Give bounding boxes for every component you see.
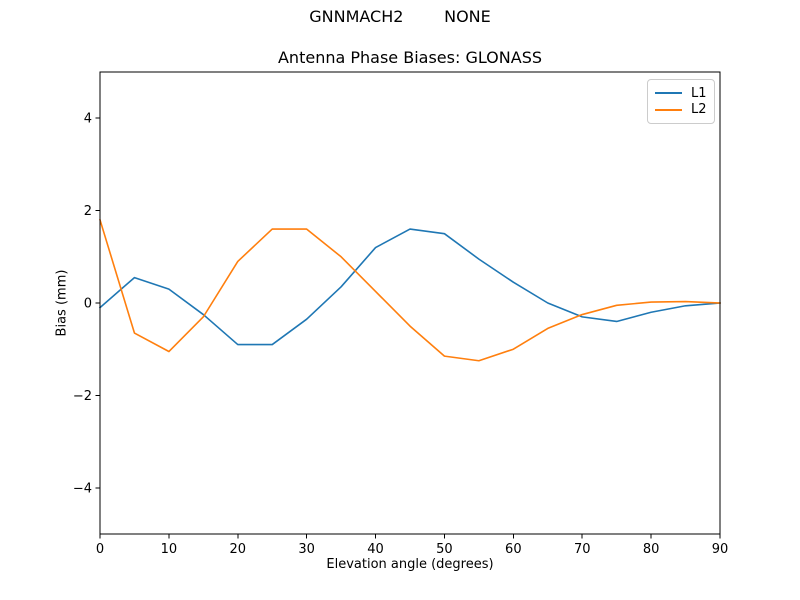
legend-item-l1: L1 [655,85,707,101]
legend: L1 L2 [647,79,715,124]
y-tick-label: −4 [73,481,92,496]
x-tick-label: 20 [230,542,247,557]
y-tick-label: 0 [84,297,92,312]
x-tick-label: 60 [505,542,522,557]
series-line-l1 [98,228,721,346]
legend-label-l1: L1 [691,85,707,101]
figure-suptitle: GNNMACH2 NONE [309,7,491,26]
x-tick-label: 10 [161,542,178,557]
x-tick-label: 50 [436,542,453,557]
l2-line-swatch [655,108,682,111]
x-tick-label: 80 [643,542,660,557]
legend-label-l2: L2 [691,102,707,118]
legend-item-l2: L2 [655,102,707,118]
x-tick-label: 40 [367,542,384,557]
x-axis-label: Elevation angle (degrees) [326,557,494,572]
y-tick-label: 4 [84,112,92,127]
x-tick-label: 90 [712,542,729,557]
series-line-l2 [99,218,721,362]
axes-frame [99,71,721,535]
x-tick-label: 70 [574,542,591,557]
y-tick-label: −2 [73,389,92,404]
l1-line-swatch [655,92,682,95]
axes-title: Antenna Phase Biases: GLONASS [277,48,542,67]
x-tick-label: 30 [298,542,315,557]
y-tick-label: 2 [84,204,92,219]
y-axis-label: Bias (mm) [54,269,70,337]
x-tick-label: 0 [96,542,104,557]
